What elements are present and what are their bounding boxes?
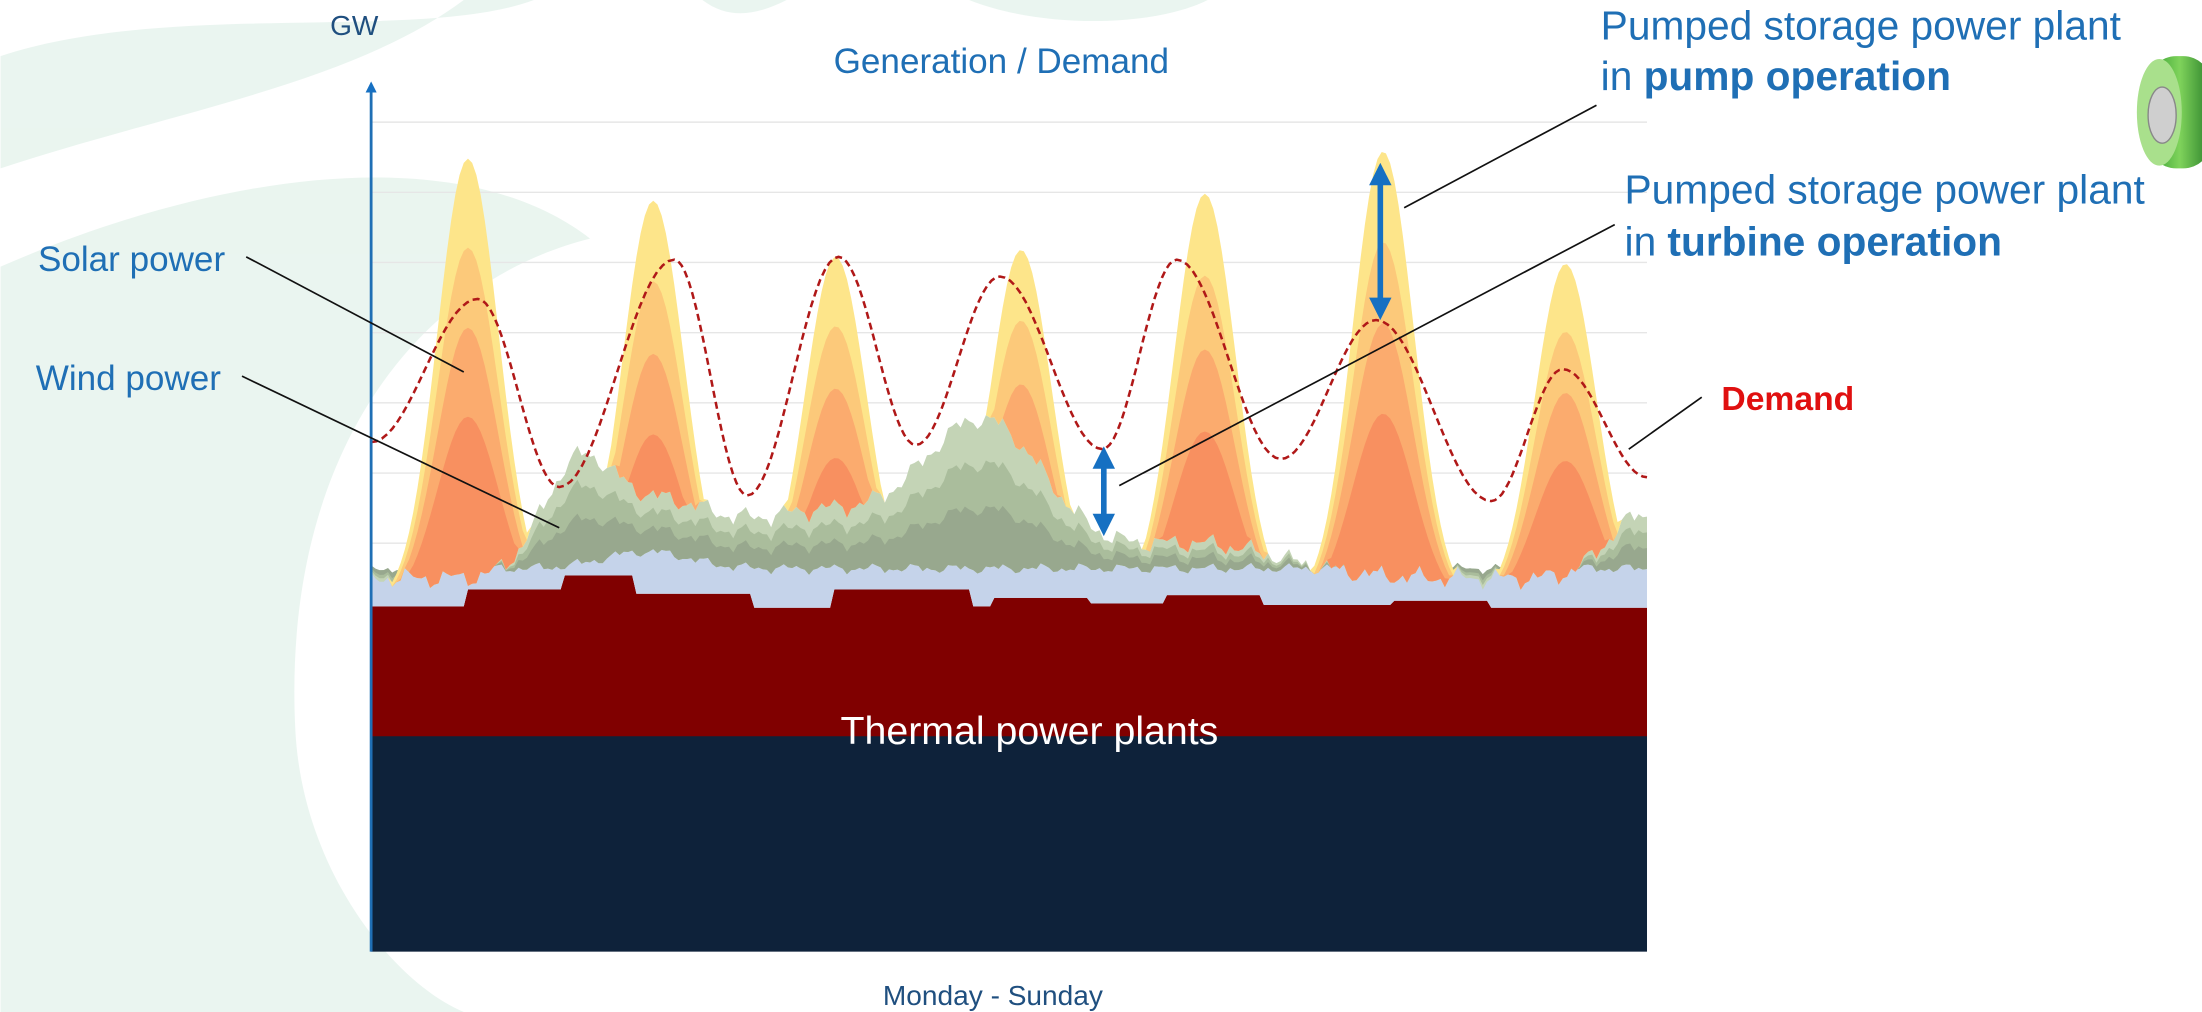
turbine-prefix: in [1625, 218, 1657, 264]
base-load [371, 735, 1647, 951]
turbine-label: Pumped storage power plant [1625, 167, 2145, 213]
y-axis-label: GW [330, 10, 379, 41]
x-axis-label: Monday - Sunday [883, 980, 1103, 1011]
turbine-bold: turbine operation [1667, 218, 2002, 264]
demand-label: Demand [1721, 381, 1854, 418]
pump-bold: pump operation [1644, 53, 1951, 99]
pump-prefix: in [1601, 53, 1633, 99]
pump-label: Pumped storage power plant [1601, 2, 2121, 48]
battery-icon [2137, 56, 2202, 168]
chart-title: Generation / Demand [834, 42, 1169, 81]
wind-label: Wind power [36, 359, 222, 398]
solar-label: Solar power [38, 240, 225, 279]
diagram: GW Monday - Sunday Generation / Demand T… [0, 0, 2202, 1012]
thermal-label: Thermal power plants [840, 709, 1218, 753]
